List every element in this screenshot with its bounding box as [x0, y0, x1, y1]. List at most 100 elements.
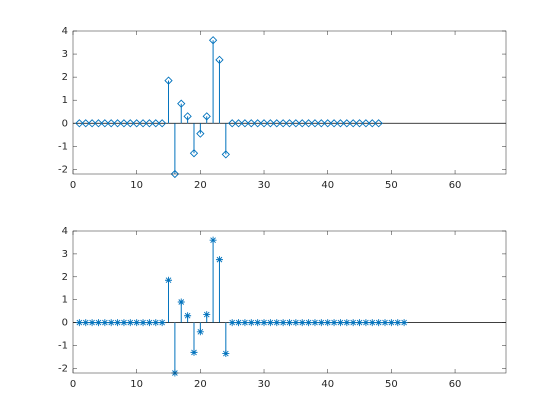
x-tick-label: 0: [70, 180, 76, 191]
stem-marker: [138, 119, 148, 128]
stem-marker: [368, 119, 377, 128]
stem-marker: [184, 312, 192, 320]
stem-marker: [222, 350, 230, 358]
stem-marker: [394, 319, 402, 327]
y-tick-label: 2: [62, 72, 68, 83]
stem-marker: [305, 319, 313, 327]
stem-marker: [196, 328, 204, 336]
stem-marker: [145, 119, 154, 128]
stem-series: [73, 236, 506, 377]
stem-marker: [88, 319, 96, 327]
stem-marker: [387, 319, 395, 327]
stem-marker: [317, 119, 326, 128]
stem-marker: [126, 319, 134, 327]
stem-marker: [349, 119, 358, 128]
stem-marker: [260, 319, 268, 327]
x-tick-label: 50: [385, 180, 398, 191]
x-tick-label: 50: [385, 379, 398, 390]
x-tick-label: 60: [449, 180, 462, 191]
y-tick-label: -1: [58, 341, 68, 352]
stem-marker: [119, 119, 129, 128]
stem-marker: [189, 149, 199, 158]
stem-marker: [101, 319, 109, 327]
stem-marker: [87, 119, 97, 128]
stem-marker: [362, 319, 370, 327]
stem-marker: [247, 119, 256, 128]
stem-marker: [215, 55, 224, 64]
stem-marker: [170, 169, 180, 179]
stem-marker: [374, 119, 383, 128]
stem-marker: [113, 119, 122, 128]
stem-marker: [298, 319, 306, 327]
stem-marker: [152, 319, 160, 327]
x-tick-label: 20: [194, 180, 207, 191]
stem-marker: [292, 319, 300, 327]
stem-marker: [355, 119, 364, 128]
stem-marker: [196, 129, 205, 138]
y-tick-label: 1: [62, 95, 68, 106]
stem-marker: [349, 319, 357, 327]
stem-marker: [202, 112, 211, 121]
y-tick-label: 4: [62, 26, 68, 37]
x-tick-label: 30: [258, 180, 271, 191]
stem-marker: [215, 256, 223, 264]
stem-series: [73, 36, 506, 179]
stem-marker: [254, 319, 262, 327]
stem-marker: [356, 319, 364, 327]
stem-marker: [247, 319, 255, 327]
stem-marker: [120, 319, 128, 327]
stem-marker: [343, 319, 351, 327]
stem-marker: [375, 319, 383, 327]
stem-marker: [273, 319, 281, 327]
stem-marker: [272, 119, 281, 128]
stem-marker: [145, 319, 153, 327]
stem-marker: [317, 319, 325, 327]
x-tick-label: 10: [130, 180, 143, 191]
stem-marker: [329, 119, 339, 128]
axes-background: [73, 31, 506, 174]
stem-marker: [361, 119, 371, 128]
stem-marker: [177, 298, 185, 306]
y-tick-label: 3: [62, 49, 68, 60]
x-tick-label: 40: [321, 180, 334, 191]
axes-box: [72, 30, 507, 175]
y-tick-label: 0: [62, 318, 68, 329]
stem-marker: [304, 119, 313, 128]
stem-marker: [323, 119, 332, 128]
stem-marker: [234, 119, 243, 128]
axes-box: [72, 230, 507, 374]
stem-marker: [177, 99, 186, 108]
stem-marker: [190, 348, 198, 356]
stem-marker: [158, 119, 167, 128]
stem-marker: [235, 319, 243, 327]
stem-marker: [209, 236, 217, 244]
y-tick-label: 1: [62, 295, 68, 306]
stem-marker: [203, 311, 211, 319]
stem-marker: [94, 119, 103, 128]
y-tick-label: -1: [58, 141, 68, 152]
stem-marker: [278, 119, 288, 128]
stem-marker: [266, 119, 275, 128]
stem-marker: [82, 319, 90, 327]
stem-marker: [94, 319, 102, 327]
stem-marker: [286, 319, 293, 327]
stem-marker: [133, 319, 141, 327]
stem-marker: [221, 150, 230, 159]
x-tick-label: 0: [70, 379, 76, 390]
stem-marker: [381, 319, 389, 327]
stem-marker: [342, 119, 351, 128]
stem-marker: [324, 319, 332, 327]
x-tick-label: 30: [258, 379, 271, 390]
stem-marker: [298, 119, 307, 128]
stem-marker: [114, 319, 122, 327]
stem-marker: [291, 119, 301, 128]
stem-marker: [100, 119, 109, 128]
y-tick-label: 4: [62, 226, 68, 237]
stem-marker: [158, 319, 166, 327]
stem-marker: [266, 319, 274, 327]
stem-marker: [400, 319, 408, 327]
stem-marker: [151, 119, 160, 128]
stem-marker: [285, 119, 294, 128]
stem-marker: [241, 319, 249, 327]
stem-marker: [139, 319, 147, 327]
